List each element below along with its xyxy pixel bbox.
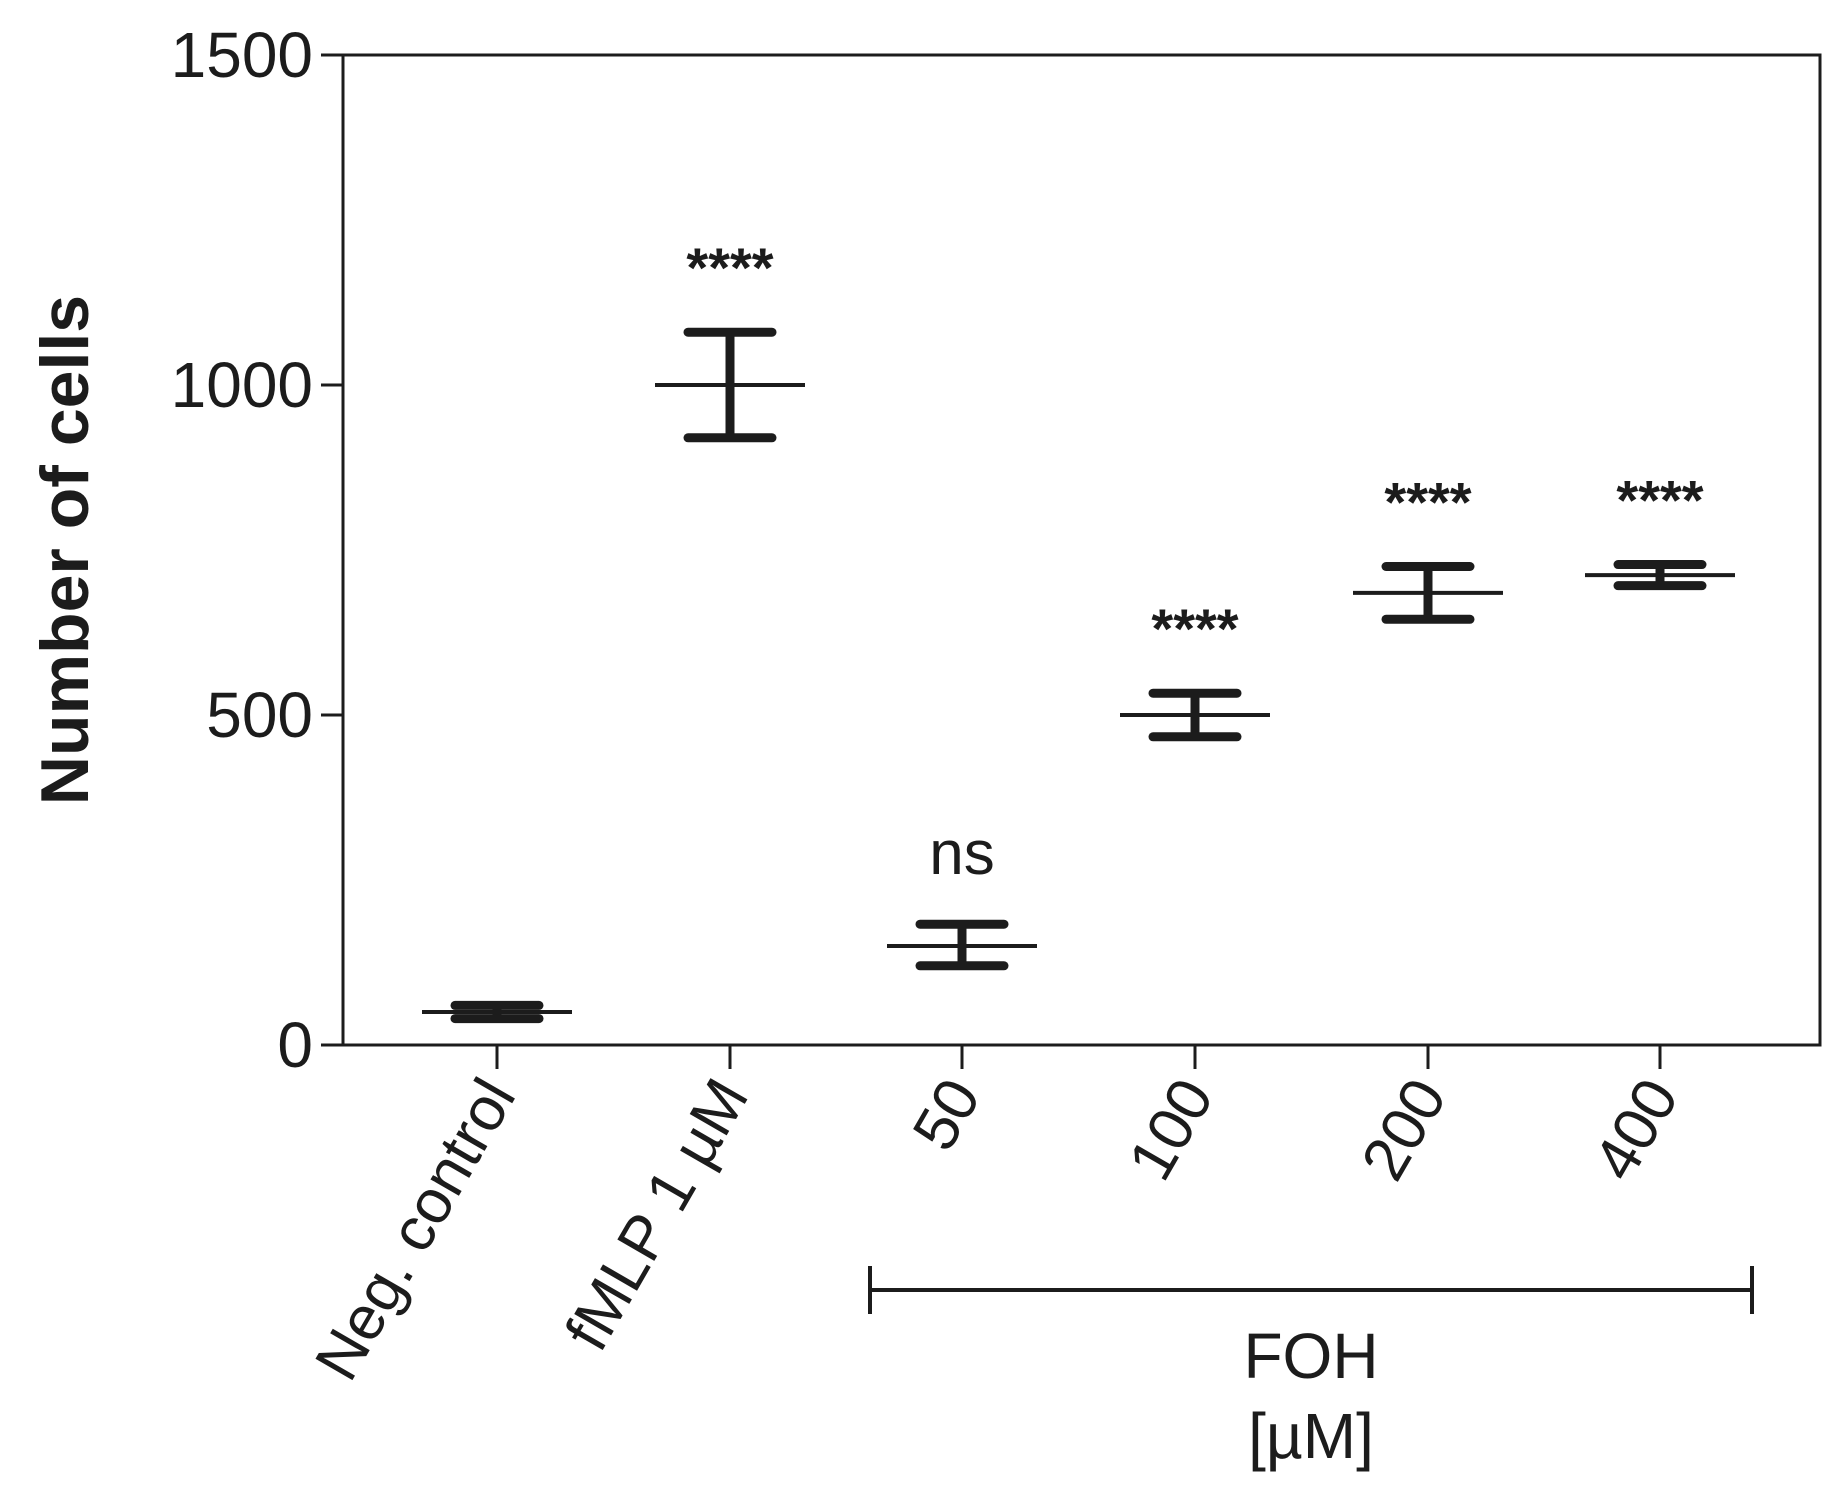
significance-annotation: **** (686, 236, 773, 299)
group-sublabel: [µM] (1248, 1400, 1374, 1472)
x-tick-label: 200 (1349, 1068, 1460, 1192)
y-axis-title: Number of cells (27, 295, 103, 805)
y-tick-label: 0 (277, 1009, 313, 1081)
significance-annotation: **** (1151, 597, 1238, 660)
x-tick-label: fMLP 1 µM (552, 1068, 762, 1362)
significance-annotation: **** (1384, 471, 1471, 534)
x-tick-label: 50 (900, 1068, 994, 1162)
x-tick-label: Neg. control (302, 1068, 529, 1392)
x-tick-label: 400 (1581, 1068, 1692, 1192)
significance-annotation: **** (1616, 469, 1703, 532)
y-tick-label: 1000 (171, 349, 313, 421)
y-tick-label: 500 (206, 679, 313, 751)
plot-frame (341, 53, 1822, 1047)
data-marks (422, 327, 1735, 1024)
axes (321, 53, 1822, 1314)
group-label: FOH (1243, 1320, 1378, 1392)
x-tick-label: 100 (1116, 1068, 1227, 1192)
significance-annotation: ns (929, 819, 994, 888)
y-tick-label: 1500 (171, 19, 313, 91)
labels: 0 500 1000 1500 Number of cells Neg. control f… (27, 19, 1704, 1472)
